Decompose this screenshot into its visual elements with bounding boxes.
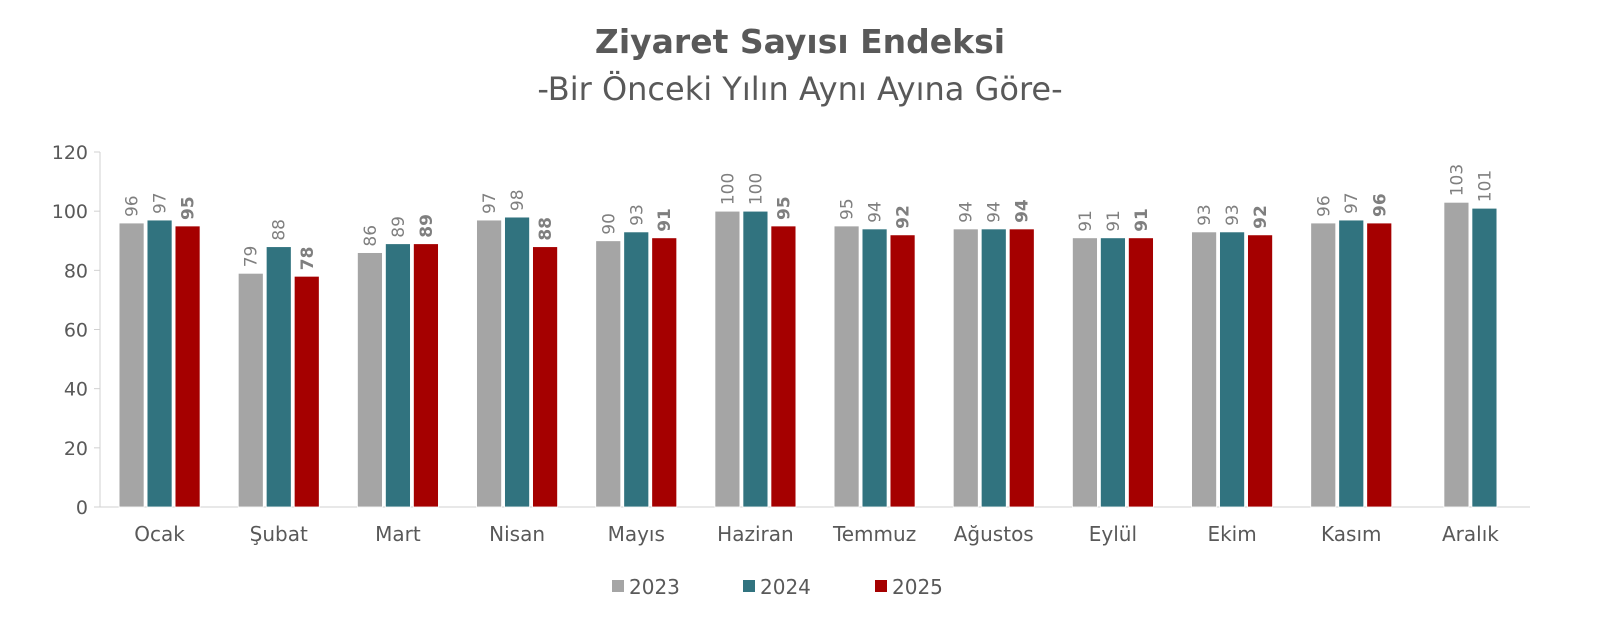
bar-2025 bbox=[770, 225, 797, 508]
x-tick-label: Ağustos bbox=[954, 522, 1034, 546]
bar-2023 bbox=[1310, 222, 1337, 508]
bar-2025 bbox=[1247, 234, 1273, 508]
x-tick-label: Temmuz bbox=[832, 522, 916, 546]
legend-swatch-2023 bbox=[612, 580, 624, 592]
bar-2023 bbox=[1443, 201, 1470, 508]
bar-2025 bbox=[532, 246, 558, 508]
data-label-2024: 89 bbox=[389, 216, 409, 238]
bar-2024 bbox=[146, 219, 173, 508]
data-label-2025: 96 bbox=[1370, 193, 1390, 217]
data-label-2025: 78 bbox=[298, 247, 318, 271]
data-label-2023: 79 bbox=[242, 246, 262, 268]
x-tick-label: Kasım bbox=[1321, 522, 1381, 546]
data-label-2023: 90 bbox=[599, 213, 619, 235]
legend-label-2023: 2023 bbox=[629, 575, 680, 599]
data-label-2023: 96 bbox=[123, 195, 143, 217]
data-label-2024: 93 bbox=[627, 204, 647, 226]
y-tick-label: 100 bbox=[52, 201, 88, 223]
y-tick-label: 20 bbox=[64, 438, 88, 460]
bar-2025 bbox=[293, 275, 320, 508]
bar-2024 bbox=[1100, 237, 1126, 508]
bar-2023 bbox=[357, 252, 383, 508]
bar-2025 bbox=[1366, 222, 1393, 508]
bar-2024 bbox=[504, 216, 530, 508]
x-tick-label: Mayıs bbox=[608, 522, 665, 546]
bar-2024 bbox=[1219, 231, 1245, 508]
data-label-2023: 97 bbox=[480, 192, 500, 214]
x-tick-label: Şubat bbox=[250, 522, 308, 546]
data-label-2024: 91 bbox=[1104, 210, 1124, 232]
data-label-2024: 94 bbox=[866, 201, 886, 223]
bar-2023 bbox=[833, 225, 860, 508]
data-label-2025: 94 bbox=[1013, 199, 1033, 223]
bar-2025 bbox=[174, 225, 201, 508]
chart-title: Ziyaret Sayısı Endeksi bbox=[594, 22, 1006, 61]
data-label-2023: 103 bbox=[1447, 164, 1467, 196]
bar-2024 bbox=[1471, 207, 1498, 508]
data-label-2025: 88 bbox=[536, 217, 556, 241]
legend-label-2024: 2024 bbox=[760, 575, 811, 599]
data-label-2023: 86 bbox=[361, 225, 381, 247]
data-label-2024: 98 bbox=[508, 189, 528, 211]
y-tick-label: 80 bbox=[64, 260, 88, 282]
bar-2023 bbox=[952, 228, 979, 508]
bar-2025 bbox=[889, 234, 916, 508]
data-label-2025: 95 bbox=[179, 196, 199, 220]
y-tick-label: 120 bbox=[52, 142, 88, 164]
x-tick-label: Mart bbox=[375, 522, 421, 546]
y-tick-label: 60 bbox=[64, 320, 88, 342]
x-tick-label: Ocak bbox=[134, 522, 185, 546]
x-tick-label: Eylül bbox=[1089, 522, 1137, 546]
bar-2025 bbox=[1008, 228, 1035, 508]
legend-swatch-2024 bbox=[743, 580, 755, 592]
data-label-2025: 95 bbox=[774, 196, 794, 220]
bar-2025 bbox=[413, 243, 439, 508]
bar-2023 bbox=[476, 219, 502, 508]
chart-subtitle: -Bir Önceki Yılın Aynı Ayına Göre- bbox=[537, 70, 1063, 108]
x-tick-label: Nisan bbox=[489, 522, 545, 546]
bar-2025 bbox=[1128, 237, 1154, 508]
legend-label-2025: 2025 bbox=[892, 575, 943, 599]
bar-2025 bbox=[651, 237, 678, 508]
bar-2023 bbox=[714, 210, 741, 508]
bar-2023 bbox=[595, 240, 622, 508]
data-label-2024: 100 bbox=[746, 173, 766, 205]
bar-2024 bbox=[861, 228, 888, 508]
data-label-2023: 91 bbox=[1076, 210, 1096, 232]
x-tick-label: Haziran bbox=[717, 522, 794, 546]
bar-2023 bbox=[118, 222, 145, 508]
data-label-2024: 94 bbox=[985, 201, 1005, 223]
bar-2023 bbox=[1072, 237, 1098, 508]
data-label-2025: 91 bbox=[655, 208, 675, 232]
data-label-2025: 91 bbox=[1132, 208, 1152, 232]
x-tick-label: Aralık bbox=[1442, 522, 1499, 546]
bar-2024 bbox=[623, 231, 650, 508]
bar-2024 bbox=[980, 228, 1007, 508]
data-label-2024: 97 bbox=[151, 192, 171, 214]
data-label-2023: 94 bbox=[957, 201, 977, 223]
data-label-2024: 88 bbox=[270, 219, 290, 241]
data-label-2024: 93 bbox=[1223, 204, 1243, 226]
bar-2024 bbox=[742, 210, 769, 508]
data-label-2024: 101 bbox=[1475, 170, 1495, 202]
x-tick-label: Ekim bbox=[1207, 522, 1256, 546]
data-label-2023: 93 bbox=[1195, 204, 1215, 226]
data-label-2023: 95 bbox=[838, 198, 858, 220]
legend-swatch-2025 bbox=[875, 580, 887, 592]
data-label-2024: 97 bbox=[1342, 192, 1362, 214]
y-tick-label: 0 bbox=[76, 497, 88, 519]
data-label-2023: 96 bbox=[1314, 195, 1334, 217]
bar-2023 bbox=[1191, 231, 1217, 508]
bar-2024 bbox=[265, 246, 292, 508]
data-label-2025: 92 bbox=[1251, 205, 1271, 229]
data-label-2025: 92 bbox=[894, 205, 914, 229]
data-label-2025: 89 bbox=[417, 214, 437, 238]
bar-2023 bbox=[237, 272, 264, 508]
data-label-2023: 100 bbox=[718, 173, 738, 205]
bar-2024 bbox=[1338, 219, 1365, 508]
bar-2024 bbox=[385, 243, 411, 508]
y-tick-label: 40 bbox=[64, 379, 88, 401]
